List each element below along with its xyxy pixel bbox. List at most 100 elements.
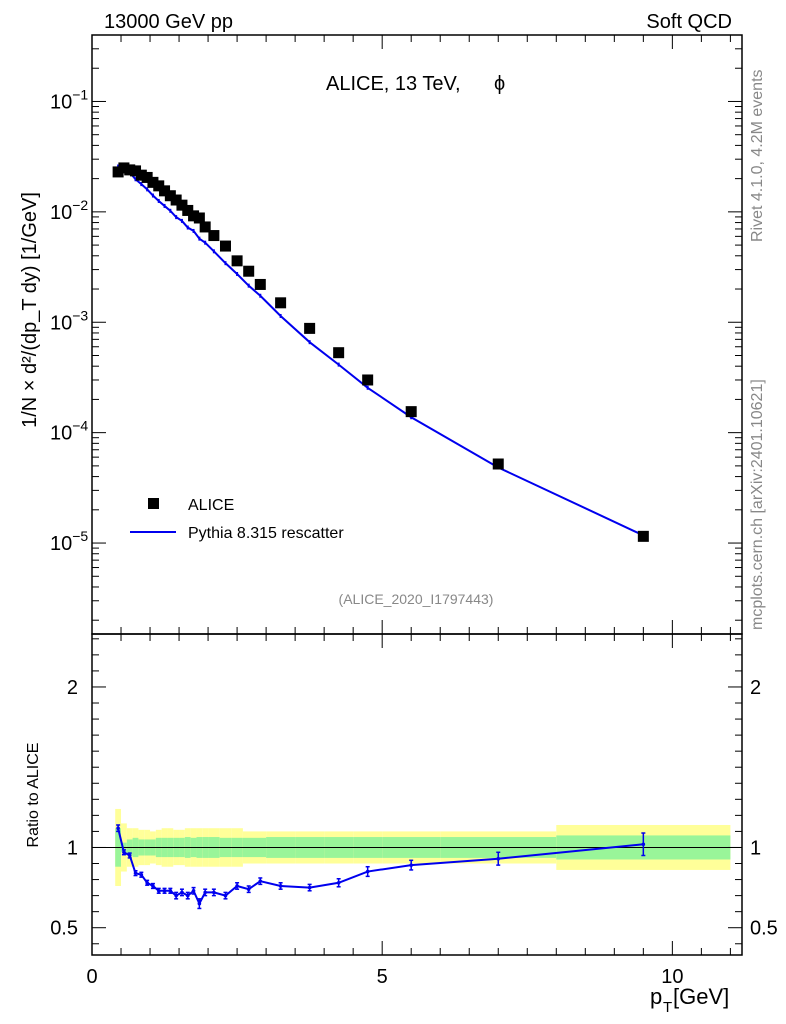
- y-tick-label: 10−2: [50, 197, 88, 224]
- y-tick-exponent: −5: [72, 528, 88, 544]
- rivet-label: Rivet 4.1.0, 4.2M events: [749, 69, 766, 242]
- data-point: [275, 297, 287, 309]
- legend-mc-label: Pythia 8.315 rescatter: [188, 525, 344, 542]
- ratio-point: [145, 880, 149, 885]
- y-tick-base: 10: [50, 533, 72, 555]
- ratio-tick-label-right: 1: [750, 837, 761, 859]
- ratio-point: [496, 856, 501, 861]
- collision-label: 13000 GeV pp: [104, 11, 233, 33]
- source-label: mcplots.cern.ch [arXiv:2401.10621]: [749, 379, 766, 630]
- data-point: [637, 530, 649, 542]
- ratio-mc-curve: [116, 824, 646, 910]
- ratio-point: [133, 871, 138, 875]
- y-tick-base: 10: [50, 423, 72, 445]
- legend-data-marker: [148, 498, 159, 509]
- data-point: [199, 221, 211, 233]
- y-tick-label: 10−4: [50, 418, 88, 445]
- top-frame: [91, 34, 743, 635]
- data-point: [405, 406, 417, 418]
- data-point: [164, 190, 176, 202]
- data-point: [130, 165, 142, 177]
- x-tick-label: 0: [86, 966, 97, 988]
- data-point: [147, 176, 159, 188]
- data-point: [159, 185, 171, 197]
- ratio-mc-line: [117, 827, 644, 906]
- data-point: [153, 180, 165, 192]
- ratio-point: [185, 893, 190, 898]
- process-label: Soft QCD: [646, 11, 732, 33]
- analysis-id: (ALICE_2020_I1797443): [339, 591, 494, 607]
- xlabel-sub: T: [663, 999, 672, 1016]
- data-point: [193, 212, 205, 224]
- ratio-tick-label-left: 2: [67, 677, 78, 699]
- data-point: [492, 458, 504, 470]
- ratio-point: [197, 901, 202, 906]
- ratio-bands: [92, 808, 742, 886]
- ratio-point: [122, 850, 126, 855]
- data-point: [188, 210, 200, 222]
- ratio-point: [641, 842, 646, 847]
- data-point: [176, 199, 188, 211]
- data-point: [304, 322, 316, 334]
- data-point: [135, 169, 147, 181]
- y-tick-label: 10−3: [50, 307, 88, 334]
- data-point: [208, 230, 220, 242]
- y-tick-base: 10: [50, 91, 72, 113]
- data-point: [333, 347, 345, 359]
- ratio-tick-label-right: 0.5: [750, 918, 778, 940]
- y-tick-label: 10−1: [50, 86, 88, 113]
- ratio-point: [139, 872, 144, 877]
- ratio-point: [278, 884, 283, 888]
- data-point: [243, 265, 255, 277]
- data-point: [118, 162, 130, 174]
- ratio-point: [151, 884, 155, 888]
- ratio-point: [246, 887, 251, 891]
- ratio-point: [258, 879, 263, 883]
- ratio-point: [307, 885, 312, 890]
- ratio-point: [156, 889, 161, 893]
- data-point: [254, 278, 266, 290]
- ratio-point: [168, 889, 173, 893]
- data-point: [170, 194, 182, 206]
- data-point: [219, 240, 231, 252]
- data-point: [182, 204, 194, 216]
- ratio-point: [212, 890, 216, 895]
- y-tick-exponent: −3: [72, 307, 88, 323]
- ratio-point: [162, 889, 167, 893]
- top-ylabel: 1/N × d²/(dp_T dy) [1/GeV]: [19, 192, 41, 428]
- y-tick-exponent: −2: [72, 197, 88, 213]
- data-point: [231, 255, 243, 267]
- y-tick-base: 10: [50, 312, 72, 334]
- x-tick-label: 10: [661, 966, 683, 988]
- xlabel: p T [GeV]: [650, 984, 729, 1016]
- ratio-point: [174, 893, 178, 898]
- mc-line: [117, 165, 644, 537]
- y-tick-exponent: −1: [72, 86, 88, 102]
- ratio-frame: [91, 633, 743, 956]
- ratio-tick-label-right: 2: [750, 677, 761, 699]
- data-point: [362, 374, 374, 386]
- plot-title-text: ALICE, 13 TeV,: [326, 73, 461, 95]
- ratio-tick-label-left: 0.5: [50, 918, 78, 940]
- legend: ALICE Pythia 8.315 rescatter: [130, 497, 344, 542]
- ratio-point: [180, 890, 184, 895]
- data-points: [112, 162, 649, 542]
- ratio-point: [409, 863, 413, 867]
- ratio-point: [223, 893, 228, 898]
- plot-title: ALICE, 13 TeV, ϕ: [326, 73, 505, 95]
- ratio-point: [127, 853, 132, 858]
- y-tick-exponent: −4: [72, 418, 88, 434]
- y-tick-label: 10−5: [50, 528, 88, 555]
- ratio-point: [235, 884, 239, 888]
- top-ylabel-text: 1/N × d²/(dp_T dy) [1/GeV]: [19, 192, 41, 428]
- ratio-point: [116, 826, 120, 831]
- plot-title-symbol: ϕ: [494, 73, 505, 95]
- data-point: [124, 164, 136, 176]
- ratio-tick-label-left: 1: [67, 837, 78, 859]
- ratio-ylabel: Ratio to ALICE: [25, 743, 42, 848]
- ratio-point: [191, 889, 196, 893]
- xlabel-unit: [GeV]: [673, 984, 729, 1009]
- ratio-point: [203, 890, 207, 895]
- data-point: [112, 166, 124, 178]
